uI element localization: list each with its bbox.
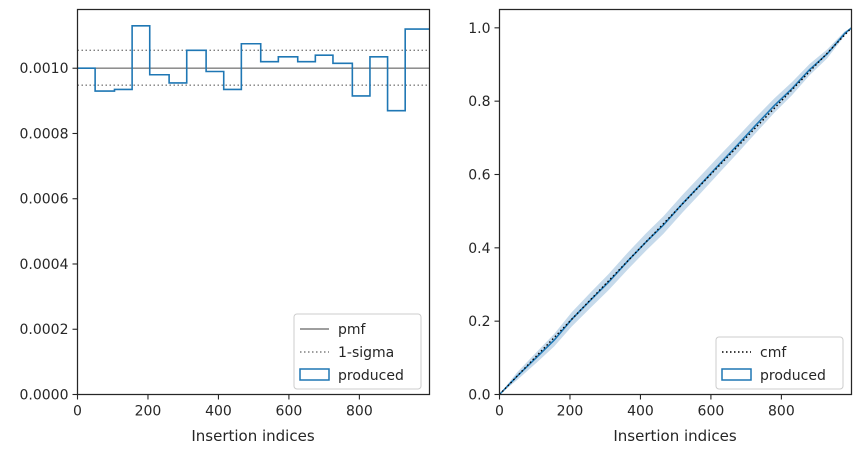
right-x-ticks: 0 200 400 600 800 bbox=[495, 394, 795, 420]
right-x-tick-label: 0 bbox=[495, 404, 504, 420]
left-y-tick-label: 0.0010 bbox=[20, 61, 69, 77]
left-x-axis-label: Insertion indices bbox=[191, 427, 314, 445]
left-x-ticks: 0 200 400 600 800 bbox=[73, 394, 373, 420]
pmf-histogram-panel: 0 200 400 600 800 0.00000.00020.00040.00060.… bbox=[20, 8, 431, 445]
right-legend-swatch-produced bbox=[721, 368, 752, 381]
cmf-panel: 0 200 400 600 800 0.0 0.2 0.4 0.6 0.8 1.0 Inserti… bbox=[468, 8, 853, 445]
left-x-tick-label: 0 bbox=[73, 404, 82, 420]
left-y-tick-label: 0.0006 bbox=[20, 192, 69, 208]
right-legend-label-cmf: cmf bbox=[760, 345, 787, 361]
right-legend: cmf produced bbox=[715, 336, 844, 390]
left-y-ticks: 0.0000 0.0002 0.0004 0.0006 0.0008 0.0010 bbox=[20, 61, 78, 404]
right-plot-frame bbox=[498, 8, 853, 396]
left-y-tick-label: 0.0000 bbox=[20, 388, 69, 404]
left-x-tick-label: 400 bbox=[205, 404, 232, 420]
left-plot-frame bbox=[76, 8, 431, 396]
left-x-tick-label: 200 bbox=[135, 404, 162, 420]
right-plot-marks bbox=[498, 27, 853, 396]
right-y-tick-label: 0.0 bbox=[468, 388, 490, 404]
left-legend-box bbox=[293, 313, 422, 390]
cmf-reference-line bbox=[498, 27, 853, 395]
left-legend-label-1-sigma: 1-sigma bbox=[338, 345, 394, 361]
right-y-ticks: 0.0 0.2 0.4 0.6 0.8 1.0 bbox=[468, 21, 500, 404]
right-y-tick-label: 0.2 bbox=[468, 314, 490, 330]
left-y-tick-label: 0.0008 bbox=[20, 126, 69, 142]
left-legend: pmf 1-sigma produced bbox=[293, 313, 422, 390]
left-plot-marks bbox=[77, 25, 430, 112]
right-legend-box bbox=[715, 336, 844, 390]
right-x-tick-label: 600 bbox=[698, 404, 725, 420]
left-legend-label-pmf: pmf bbox=[338, 322, 367, 338]
right-x-axis-label: Insertion indices bbox=[613, 427, 736, 445]
right-y-tick-label: 1.0 bbox=[468, 21, 490, 37]
right-y-tick-label: 0.6 bbox=[468, 168, 490, 184]
right-y-tick-label: 0.4 bbox=[468, 241, 490, 257]
left-legend-swatch-produced bbox=[299, 368, 330, 381]
left-y-tick-label: 0.0004 bbox=[20, 257, 69, 273]
right-x-tick-label: 200 bbox=[557, 404, 584, 420]
right-x-tick-label: 400 bbox=[627, 404, 654, 420]
right-y-tick-label: 0.8 bbox=[468, 94, 490, 110]
produced-step-series bbox=[77, 25, 430, 112]
left-legend-label-produced: produced bbox=[338, 368, 404, 384]
left-y-tick-label: 0.0002 bbox=[20, 322, 69, 338]
left-x-tick-label: 600 bbox=[276, 404, 303, 420]
right-legend-label-produced: produced bbox=[760, 368, 826, 384]
left-x-tick-label: 800 bbox=[346, 404, 373, 420]
right-x-tick-label: 800 bbox=[768, 404, 795, 420]
